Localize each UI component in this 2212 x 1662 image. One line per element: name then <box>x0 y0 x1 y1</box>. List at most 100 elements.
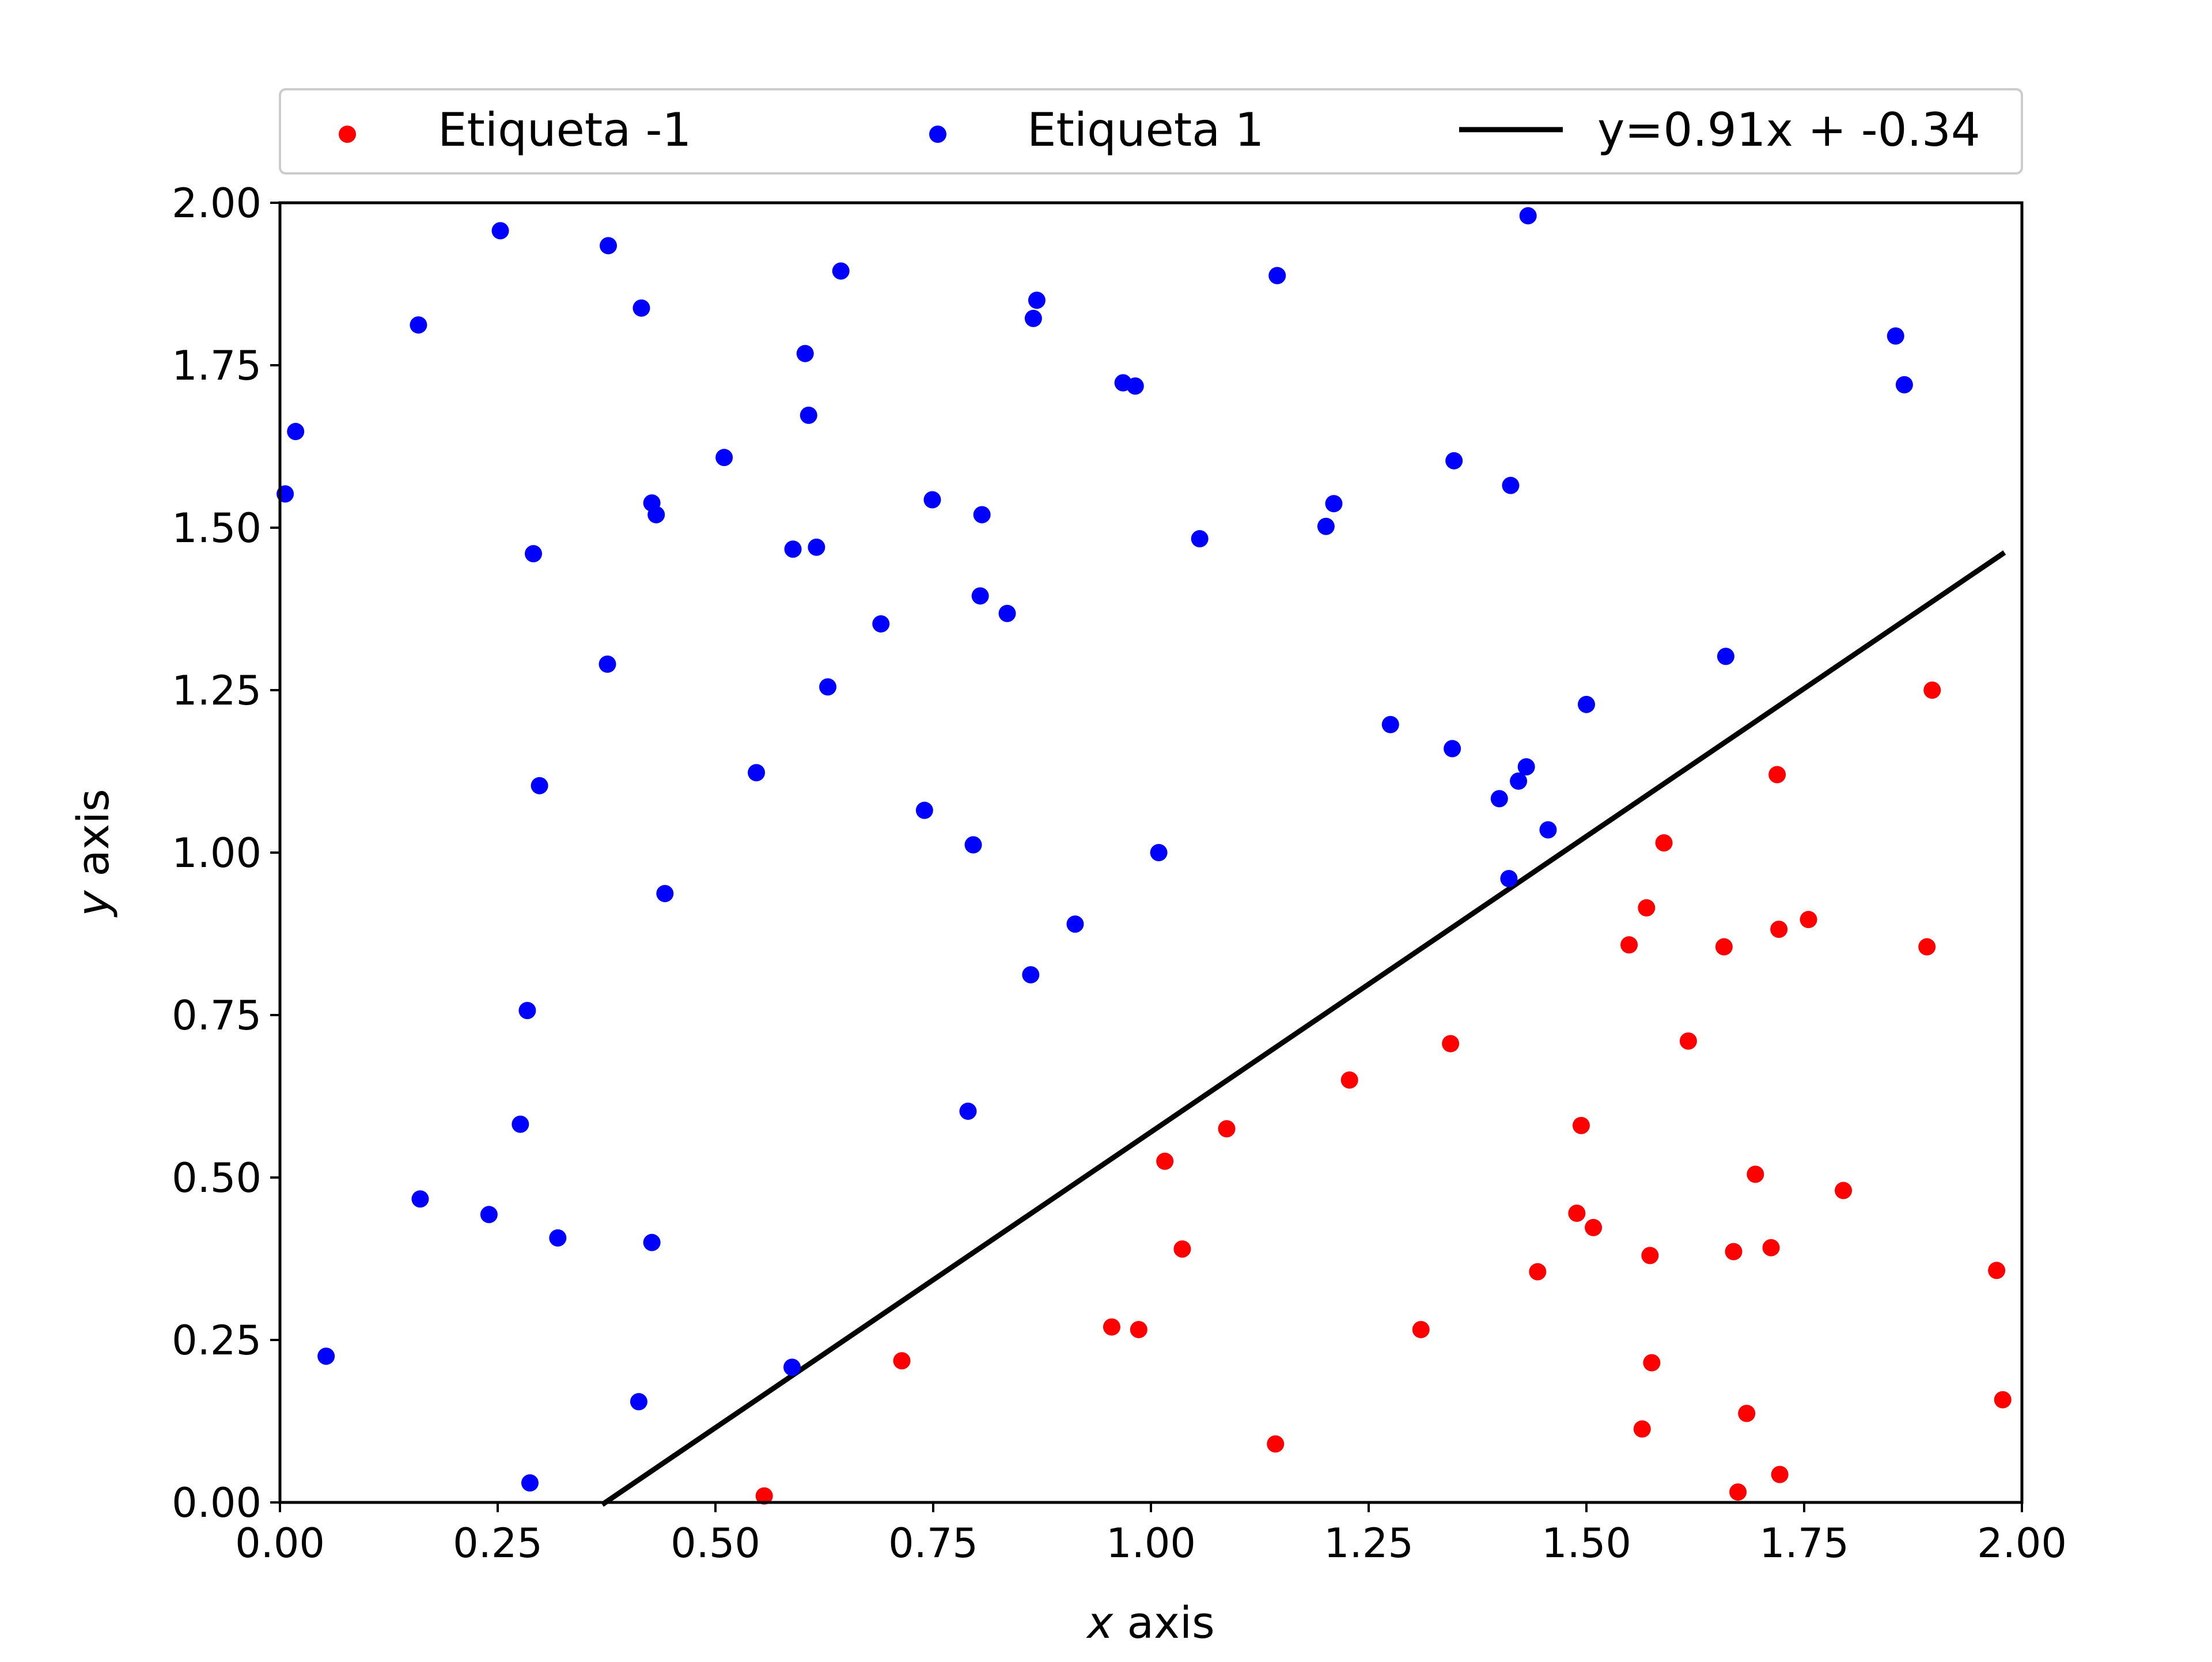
data-point-s0-26 <box>1747 1165 1764 1183</box>
data-point-s0-13 <box>1572 1116 1590 1134</box>
data-point-s1-12 <box>549 1229 567 1247</box>
data-point-s1-32 <box>923 491 941 509</box>
data-point-s1-7 <box>512 1115 529 1133</box>
data-point-s0-24 <box>1729 1483 1747 1501</box>
data-point-s0-8 <box>1340 1071 1358 1089</box>
data-point-s0-18 <box>1641 1247 1659 1265</box>
data-point-s0-25 <box>1738 1404 1756 1422</box>
data-point-s1-34 <box>964 836 982 854</box>
data-point-s1-28 <box>819 678 837 696</box>
data-point-s1-54 <box>1502 476 1520 494</box>
x-tick-label-0: 0.00 <box>235 1520 325 1567</box>
y-tick-label-6: 1.50 <box>172 505 262 552</box>
data-point-s1-13 <box>599 655 616 673</box>
y-tick-label-1: 0.25 <box>172 1317 262 1364</box>
data-point-s0-6 <box>1218 1120 1236 1138</box>
data-point-s0-27 <box>1762 1239 1780 1256</box>
data-point-s1-51 <box>1445 452 1463 470</box>
data-point-s0-5 <box>1173 1240 1191 1258</box>
legend: Etiqueta -1 Etiqueta 1 y=0.91x + -0.34 <box>279 88 2023 175</box>
data-point-s1-50 <box>1444 740 1461 758</box>
data-point-s1-35 <box>971 587 989 605</box>
points-layer <box>276 207 2012 1505</box>
data-point-s1-59 <box>1578 695 1595 713</box>
data-point-s0-32 <box>1835 1182 1853 1199</box>
data-point-s0-35 <box>1988 1262 2006 1279</box>
legend-label-etiqueta-neg1: Etiqueta -1 <box>438 103 691 157</box>
legend-marker-etiqueta-neg1 <box>339 126 356 143</box>
data-point-s1-21 <box>715 449 733 467</box>
x-tick-label-5: 1.25 <box>1324 1520 1414 1567</box>
data-point-s1-44 <box>1150 844 1168 861</box>
y-axis: 0.00 0.25 0.50 0.75 1.00 1.25 1.50 1.75 2.00 <box>172 180 280 1527</box>
data-point-s1-45 <box>1191 530 1209 548</box>
data-point-s1-36 <box>973 506 991 524</box>
x-tick-label-3: 0.75 <box>888 1520 978 1567</box>
data-point-s1-22 <box>748 764 766 782</box>
data-point-s0-14 <box>1585 1218 1603 1236</box>
y-tick-label-7: 1.75 <box>172 342 262 389</box>
data-point-s0-34 <box>1923 682 1941 699</box>
x-tick-label-6: 1.50 <box>1541 1520 1631 1567</box>
data-point-s0-15 <box>1620 936 1638 954</box>
y-tick-label-5: 1.25 <box>172 667 262 714</box>
data-point-s1-24 <box>784 540 802 558</box>
data-point-s1-15 <box>630 1393 647 1411</box>
data-point-s0-1 <box>893 1352 911 1370</box>
data-point-s1-16 <box>632 299 650 317</box>
data-point-s1-4 <box>411 1190 429 1208</box>
data-point-s0-4 <box>1156 1152 1174 1170</box>
data-point-s1-5 <box>480 1206 498 1224</box>
data-point-s0-3 <box>1130 1320 1147 1338</box>
data-point-s0-31 <box>1800 911 1817 929</box>
x-axis: 0.00 0.25 0.50 0.75 1.00 1.25 1.50 1.75 2.00 <box>235 1502 2067 1567</box>
data-point-s1-18 <box>643 1233 661 1251</box>
data-point-s1-56 <box>1517 758 1535 776</box>
y-axis-title-var: y <box>67 890 119 918</box>
data-point-s0-33 <box>1918 938 1936 956</box>
data-point-s0-30 <box>1771 1466 1789 1483</box>
y-tick-label-2: 0.50 <box>172 1154 262 1202</box>
y-axis-title: y axis <box>67 789 119 917</box>
data-point-s1-19 <box>647 506 665 524</box>
y-tick-label-8: 2.00 <box>172 180 262 227</box>
data-point-s1-3 <box>410 316 427 334</box>
x-tick-label-7: 1.75 <box>1759 1520 1849 1567</box>
data-point-s1-27 <box>808 538 825 556</box>
data-point-s0-22 <box>1715 938 1733 956</box>
data-point-s1-8 <box>518 1002 536 1020</box>
x-tick-label-8: 2.00 <box>1977 1520 2067 1567</box>
y-tick-label-4: 1.00 <box>172 830 262 877</box>
data-point-s1-43 <box>1126 377 1144 395</box>
data-point-s1-55 <box>1510 772 1528 790</box>
data-point-s1-47 <box>1317 517 1335 535</box>
data-point-s1-41 <box>1066 915 1084 933</box>
data-point-s1-31 <box>915 801 933 819</box>
data-point-s1-57 <box>1519 207 1537 225</box>
data-point-s1-53 <box>1500 870 1518 888</box>
data-point-s0-17 <box>1638 899 1656 917</box>
fit-line-layer <box>600 550 2006 1507</box>
data-point-s1-26 <box>800 406 817 424</box>
data-point-s1-14 <box>600 237 618 255</box>
data-point-s1-39 <box>1024 309 1042 327</box>
data-point-s1-37 <box>998 604 1016 622</box>
data-point-s1-38 <box>1022 966 1040 984</box>
x-tick-label-4: 1.00 <box>1106 1520 1196 1567</box>
data-point-s1-49 <box>1381 715 1399 733</box>
data-point-s0-23 <box>1725 1243 1743 1260</box>
data-point-s1-58 <box>1539 821 1557 839</box>
data-point-s1-61 <box>1887 327 1904 345</box>
data-point-s1-33 <box>959 1102 977 1120</box>
data-point-s0-29 <box>1770 921 1788 938</box>
x-axis-title: x axis <box>1086 1597 1214 1648</box>
legend-marker-etiqueta-1 <box>929 126 946 143</box>
data-point-s1-60 <box>1717 648 1734 665</box>
data-point-s1-11 <box>531 777 548 794</box>
fit-line <box>600 550 2006 1507</box>
x-axis-title-rest: axis <box>1113 1597 1214 1648</box>
data-point-s1-20 <box>656 885 674 903</box>
data-point-s0-10 <box>1442 1035 1460 1053</box>
